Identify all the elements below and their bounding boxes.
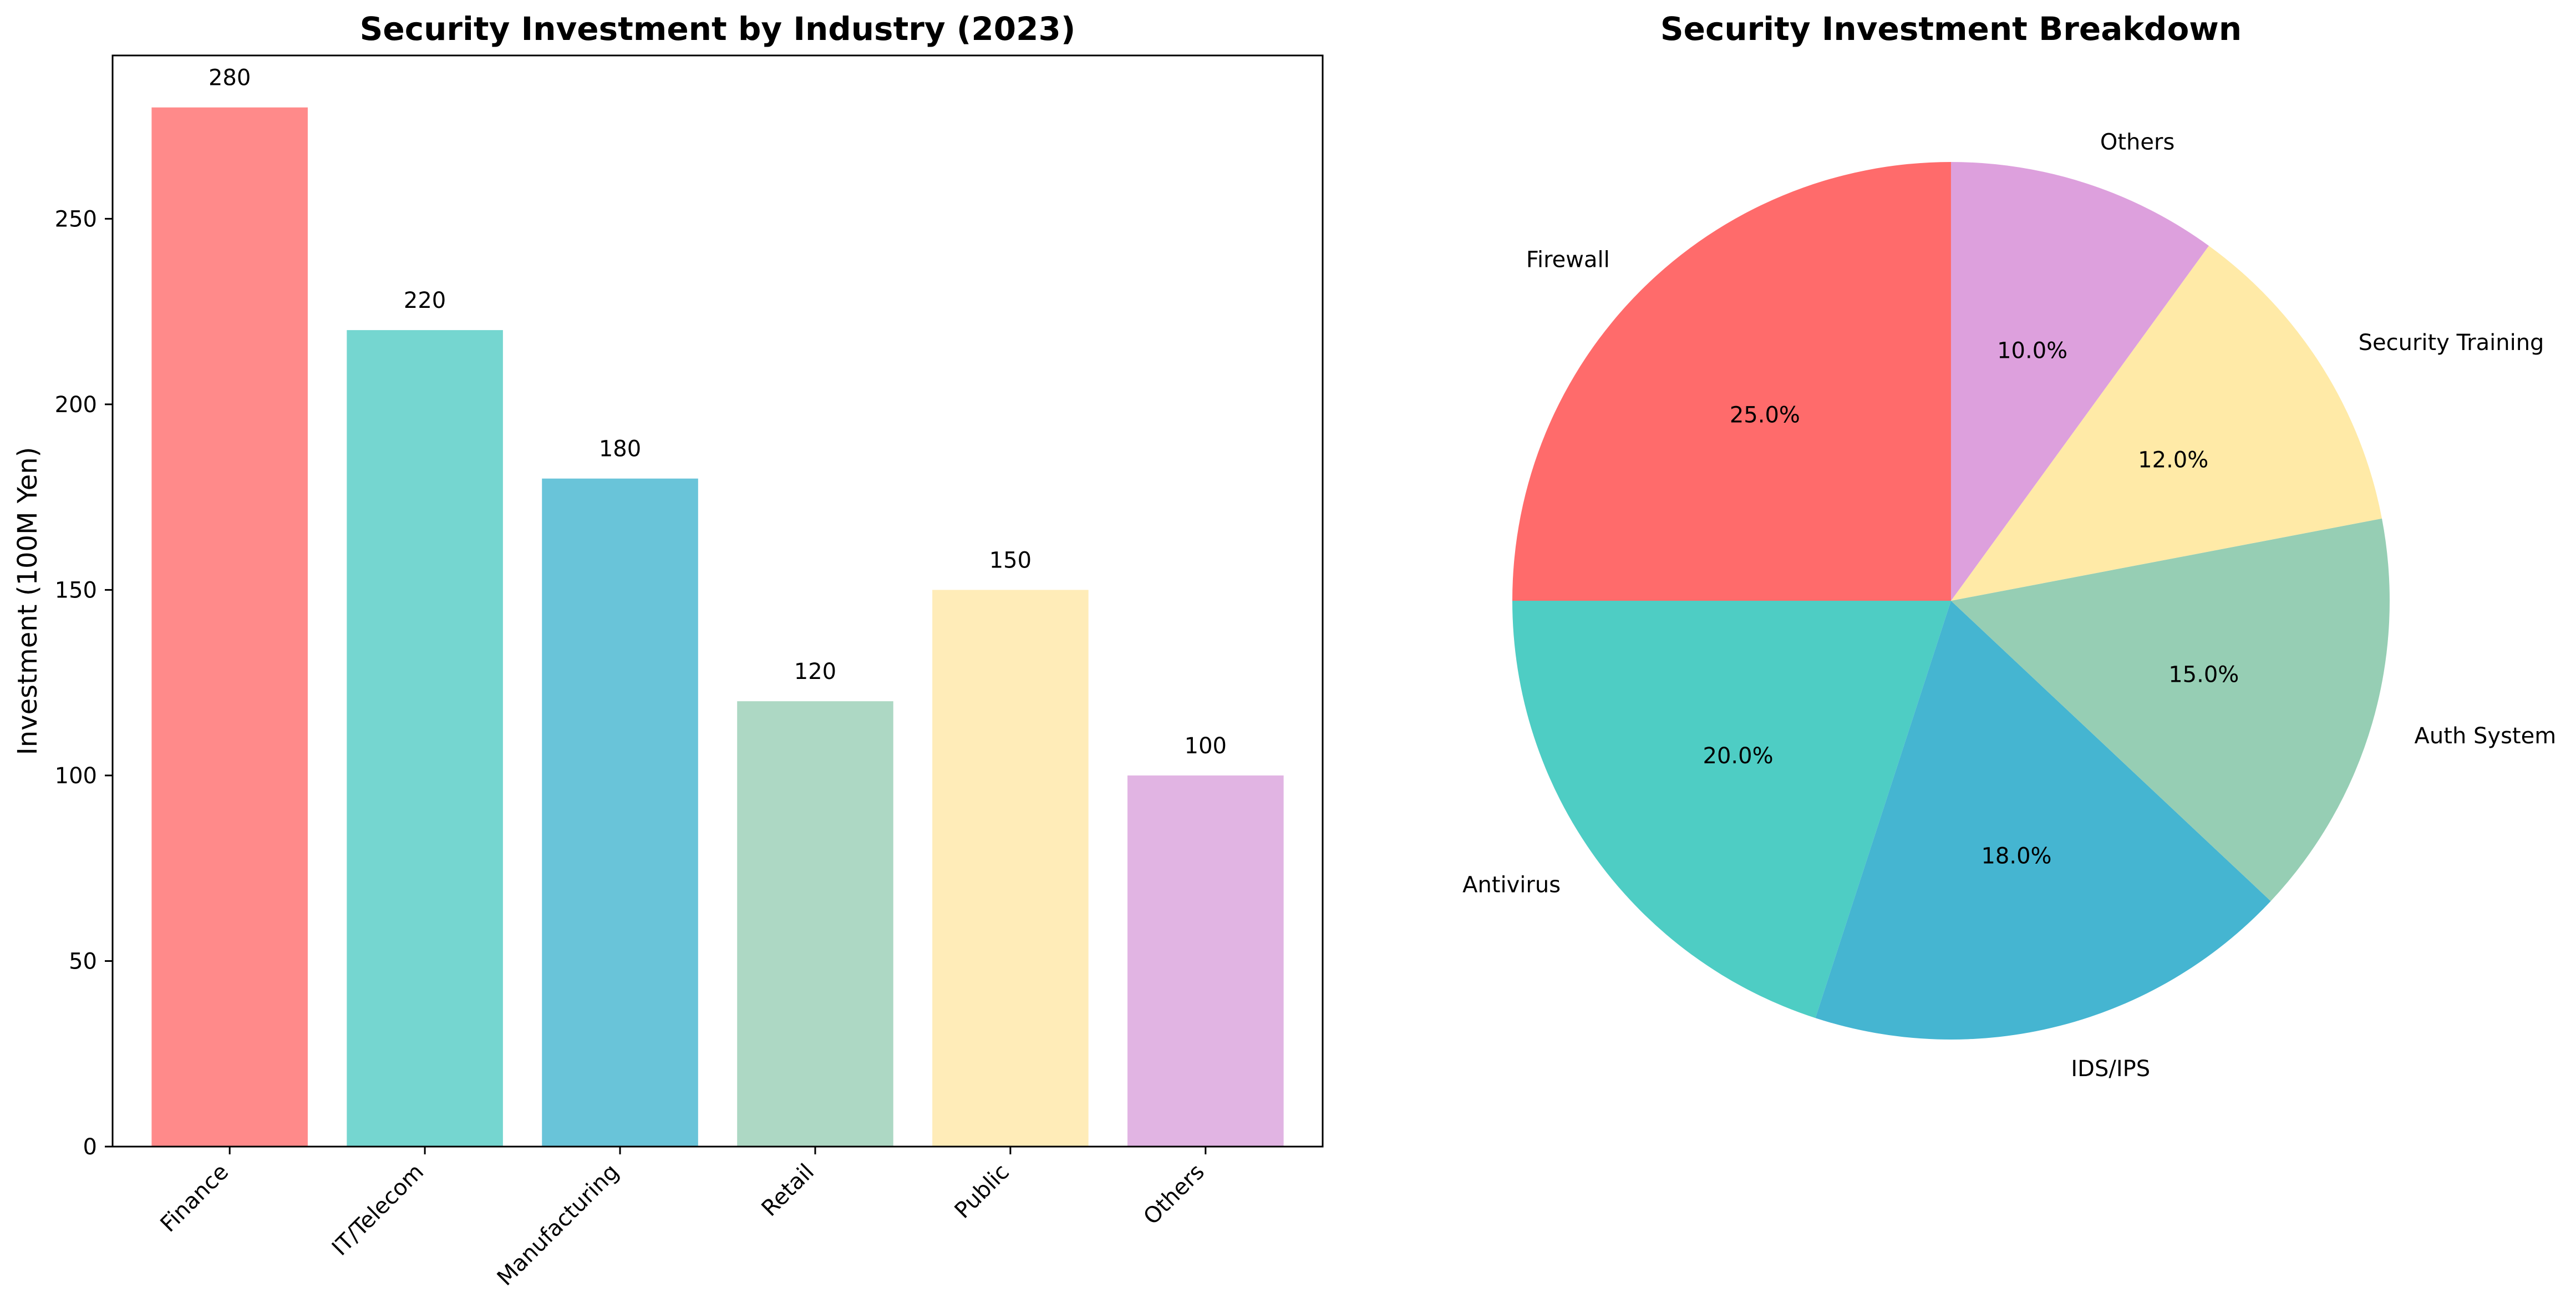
pie-percent-others: 10.0% <box>1997 338 2067 364</box>
bar-it-telecom <box>347 330 503 1147</box>
bar-chart-y-ticks: 0 50 100 150 200 250 <box>55 206 113 1160</box>
pie-label-firewall: Firewall <box>1526 247 1610 273</box>
pie-slice-antivirus <box>1512 601 1951 1018</box>
pie-slice-security-training <box>1951 246 2382 601</box>
y-tick-label-250: 250 <box>55 206 97 232</box>
pie-slice-ids-ips <box>1815 601 2271 1040</box>
pie-slice-auth-system <box>1951 518 2390 901</box>
y-tick-label-50: 50 <box>69 949 97 974</box>
y-tick-label-200: 200 <box>55 392 97 418</box>
bar-value-label-it-telecom: 220 <box>404 288 446 313</box>
bar-finance <box>151 107 308 1147</box>
pie-chart-slices <box>1512 162 2390 1040</box>
bar-chart-y-axis-label: Investment (100M Yen) <box>12 447 43 756</box>
bar-chart-plot-frame <box>111 54 1324 1148</box>
y-tick-label-150: 150 <box>55 577 97 603</box>
bar-value-label-finance: 280 <box>209 65 251 91</box>
pie-chart-panel: Security Investment Breakdown Firewall An… <box>1462 10 2556 1082</box>
pie-label-antivirus: Antivirus <box>1462 872 1561 898</box>
pie-chart-percent-labels: 25.0% 20.0% 18.0% 15.0% 12.0% 10.0% <box>1703 338 2239 869</box>
bar-chart-title: Security Investment by Industry (2023) <box>360 10 1076 48</box>
pie-label-ids-ips: IDS/IPS <box>2071 1056 2150 1082</box>
pie-label-auth-system: Auth System <box>2415 723 2557 749</box>
pie-percent-antivirus: 20.0% <box>1703 743 1774 769</box>
bar-retail <box>737 701 893 1147</box>
bar-public <box>932 590 1089 1147</box>
pie-percent-ids-ips: 18.0% <box>1981 844 2051 869</box>
bar-chart-panel: Security Investment by Industry (2023) I… <box>12 10 1324 1291</box>
bar-value-label-manufacturing: 180 <box>599 437 641 462</box>
pie-label-security-training: Security Training <box>2359 330 2544 356</box>
bar-chart-bars <box>151 107 1284 1147</box>
y-tick-label-0: 0 <box>83 1134 97 1160</box>
pie-chart-title: Security Investment Breakdown <box>1660 10 2242 48</box>
pie-percent-auth-system: 15.0% <box>2168 662 2239 687</box>
bar-value-label-retail: 120 <box>794 659 836 685</box>
pie-slice-others <box>1951 162 2209 601</box>
pie-percent-firewall: 25.0% <box>1730 402 1800 428</box>
bar-manufacturing <box>542 478 698 1147</box>
pie-slice-firewall <box>1512 162 1951 601</box>
pie-percent-security-training: 12.0% <box>2138 448 2208 473</box>
bar-chart-data-labels: 280 220 180 120 150 100 <box>209 65 1227 759</box>
pie-chart-category-labels: Firewall Antivirus IDS/IPS Auth System Secur… <box>1462 129 2556 1081</box>
bar-others <box>1127 775 1284 1147</box>
bar-value-label-others: 100 <box>1185 733 1227 759</box>
pie-label-others: Others <box>2100 129 2174 155</box>
bar-value-label-public: 150 <box>989 547 1032 573</box>
y-tick-label-100: 100 <box>55 763 97 789</box>
